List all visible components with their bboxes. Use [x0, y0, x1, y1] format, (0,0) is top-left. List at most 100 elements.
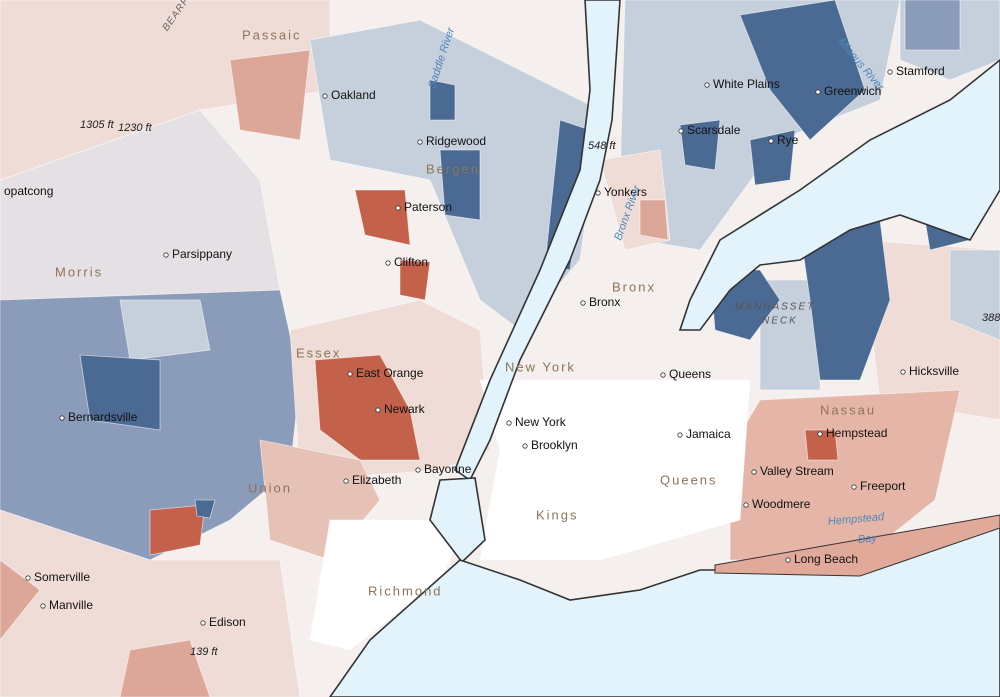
- place-label: Newark: [384, 402, 426, 416]
- place-label: Scarsdale: [687, 123, 741, 137]
- district: [904, 0, 961, 51]
- place-label: Hempstead: [826, 426, 887, 440]
- city-dot: [522, 443, 528, 449]
- city-dot: [163, 252, 169, 258]
- area-label: NECK: [762, 316, 798, 327]
- long-island-sound: [678, 58, 1000, 331]
- area-label: MANHASSET: [735, 302, 815, 313]
- region-label: Nassau: [820, 402, 876, 417]
- place-label: Oakland: [331, 88, 376, 102]
- district: [749, 129, 796, 186]
- city-dot: [817, 431, 823, 437]
- city-dot: [900, 369, 906, 375]
- city-dot: [417, 139, 423, 145]
- place-label: Elizabeth: [352, 473, 401, 487]
- elevation-label: 388: [982, 312, 1000, 324]
- place-label: Freeport: [860, 479, 906, 493]
- place-label: Ridgewood: [426, 134, 486, 148]
- city-dot: [887, 69, 893, 75]
- city-dot: [40, 603, 46, 609]
- elevation-label: 548 ft: [588, 140, 616, 152]
- district: [0, 559, 41, 641]
- elevation-label: 139 ft: [190, 646, 218, 658]
- region-label: Union: [248, 480, 292, 495]
- city-dot: [751, 469, 757, 475]
- water-bodies: [329, 0, 1000, 697]
- place-label: Edison: [209, 615, 246, 629]
- district: [759, 279, 821, 391]
- region-label: Richmond: [368, 583, 443, 598]
- water-label: Hempstead: [827, 511, 885, 528]
- place-label: Parsippany: [172, 247, 232, 261]
- city-dot: [678, 128, 684, 134]
- region-label: Morris: [55, 264, 103, 279]
- city-dot: [415, 467, 421, 473]
- district: [739, 0, 866, 141]
- place-label: Yonkers: [604, 185, 647, 199]
- city-dot: [25, 575, 31, 581]
- water-label: Bay: [857, 532, 878, 546]
- district: [354, 189, 411, 246]
- district: [79, 354, 161, 431]
- city-dot: [851, 484, 857, 490]
- district: [119, 299, 211, 361]
- city-dot: [506, 420, 512, 426]
- region-label: New York: [505, 359, 576, 374]
- place-label: Manville: [49, 598, 93, 612]
- district: [149, 504, 206, 556]
- city-dot: [595, 190, 601, 196]
- city-dot: [743, 502, 749, 508]
- region-label: Queens: [660, 472, 718, 487]
- city-dot: [704, 82, 710, 88]
- place-label: Jamaica: [686, 427, 731, 441]
- city-dot: [200, 620, 206, 626]
- region-label: Bergen: [426, 161, 480, 176]
- city-dot: [322, 93, 328, 99]
- district: [399, 259, 431, 301]
- city-dot: [660, 372, 666, 378]
- place-label: Queens: [669, 367, 711, 381]
- city-dot: [375, 407, 381, 413]
- place-label: White Plains: [713, 77, 780, 91]
- elevation-label: 1230 ft: [118, 122, 153, 134]
- district: [679, 119, 721, 171]
- city-dot: [785, 557, 791, 563]
- region-label: Passaic: [242, 27, 302, 42]
- place-label: Valley Stream: [760, 464, 834, 478]
- district: [439, 149, 481, 221]
- city-dot: [59, 415, 65, 421]
- district: [949, 249, 1000, 341]
- district: [194, 499, 216, 519]
- place-label: East Orange: [356, 366, 424, 380]
- hudson-river: [454, 0, 621, 482]
- region-label: Kings: [536, 507, 579, 522]
- place-label: Brooklyn: [531, 438, 578, 452]
- city-dot: [677, 432, 683, 438]
- district: [0, 509, 301, 697]
- place-label: New York: [515, 415, 567, 429]
- district: [429, 79, 456, 121]
- city-dot: [343, 478, 349, 484]
- district: [0, 109, 281, 301]
- ocean: [329, 519, 1000, 697]
- place-label: Bayonne: [424, 462, 472, 476]
- place-label: Long Beach: [794, 552, 858, 566]
- place-label: Stamford: [896, 64, 945, 78]
- district: [314, 354, 421, 461]
- place-label: Woodmere: [752, 497, 811, 511]
- city-dot: [395, 205, 401, 211]
- place-label: Hicksville: [909, 364, 959, 378]
- region-label: Bronx: [612, 279, 656, 294]
- city-dot: [580, 300, 586, 306]
- place-label: Paterson: [404, 200, 452, 214]
- harbor: [429, 477, 486, 564]
- region-label: Essex: [296, 345, 341, 360]
- city-dot: [347, 371, 353, 377]
- district: [229, 49, 311, 141]
- district: [119, 639, 211, 697]
- district: [804, 429, 839, 461]
- city-dot: [815, 89, 821, 95]
- place-label: Bronx: [589, 295, 620, 309]
- place-label: opatcong: [4, 184, 53, 198]
